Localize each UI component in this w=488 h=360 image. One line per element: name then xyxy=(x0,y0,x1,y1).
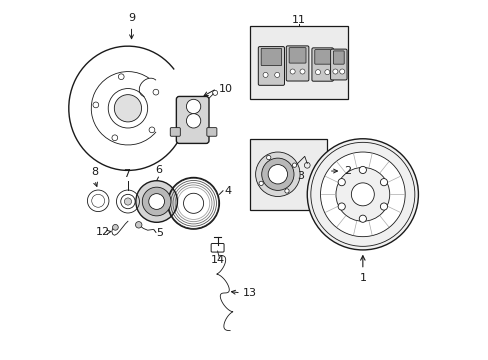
Circle shape xyxy=(289,69,295,74)
Circle shape xyxy=(337,203,345,210)
Circle shape xyxy=(267,165,287,184)
Text: 14: 14 xyxy=(210,255,224,265)
Circle shape xyxy=(359,215,366,222)
Circle shape xyxy=(337,179,345,186)
Text: 6: 6 xyxy=(155,165,162,175)
Circle shape xyxy=(142,187,171,216)
Circle shape xyxy=(324,69,329,75)
Circle shape xyxy=(284,189,288,193)
FancyBboxPatch shape xyxy=(211,243,224,252)
Circle shape xyxy=(186,99,201,114)
Circle shape xyxy=(148,194,164,210)
Text: 13: 13 xyxy=(242,288,256,298)
FancyBboxPatch shape xyxy=(333,51,344,64)
Text: 9: 9 xyxy=(128,13,135,23)
FancyBboxPatch shape xyxy=(176,96,208,143)
Circle shape xyxy=(266,156,270,160)
FancyBboxPatch shape xyxy=(206,128,217,136)
Circle shape xyxy=(380,203,387,210)
Circle shape xyxy=(183,193,203,213)
Circle shape xyxy=(299,69,305,74)
Circle shape xyxy=(315,69,320,75)
Text: 4: 4 xyxy=(224,186,231,196)
FancyBboxPatch shape xyxy=(288,48,305,63)
Circle shape xyxy=(259,181,263,185)
Circle shape xyxy=(335,167,389,221)
Circle shape xyxy=(339,69,344,74)
Circle shape xyxy=(186,114,201,128)
Text: 10: 10 xyxy=(218,84,232,94)
FancyBboxPatch shape xyxy=(261,48,281,66)
Circle shape xyxy=(149,127,155,133)
Circle shape xyxy=(332,69,337,74)
Circle shape xyxy=(351,183,373,206)
Text: 2: 2 xyxy=(344,166,350,176)
Bar xyxy=(249,139,326,211)
Circle shape xyxy=(320,152,405,237)
Circle shape xyxy=(261,158,293,190)
Text: 3: 3 xyxy=(297,171,304,181)
FancyBboxPatch shape xyxy=(330,49,346,80)
Circle shape xyxy=(255,152,300,197)
FancyBboxPatch shape xyxy=(311,48,333,81)
Circle shape xyxy=(292,163,296,167)
Circle shape xyxy=(306,139,418,250)
Circle shape xyxy=(136,181,177,222)
Circle shape xyxy=(118,74,124,80)
Text: 12: 12 xyxy=(96,227,110,237)
Circle shape xyxy=(359,166,366,174)
Circle shape xyxy=(114,95,142,122)
Circle shape xyxy=(135,222,142,228)
Text: 8: 8 xyxy=(91,167,98,177)
FancyBboxPatch shape xyxy=(285,46,308,81)
FancyBboxPatch shape xyxy=(314,50,330,64)
Circle shape xyxy=(274,72,279,77)
FancyBboxPatch shape xyxy=(170,128,180,136)
FancyBboxPatch shape xyxy=(258,46,284,85)
Circle shape xyxy=(153,89,159,95)
Text: 1: 1 xyxy=(359,273,366,283)
Circle shape xyxy=(93,102,99,108)
Text: 5: 5 xyxy=(156,228,163,238)
Text: 11: 11 xyxy=(291,15,305,26)
Circle shape xyxy=(124,198,131,205)
Bar xyxy=(249,26,348,99)
Circle shape xyxy=(380,179,387,186)
Circle shape xyxy=(263,72,267,77)
Circle shape xyxy=(112,225,118,230)
Text: 7: 7 xyxy=(122,169,129,179)
Circle shape xyxy=(112,135,118,141)
